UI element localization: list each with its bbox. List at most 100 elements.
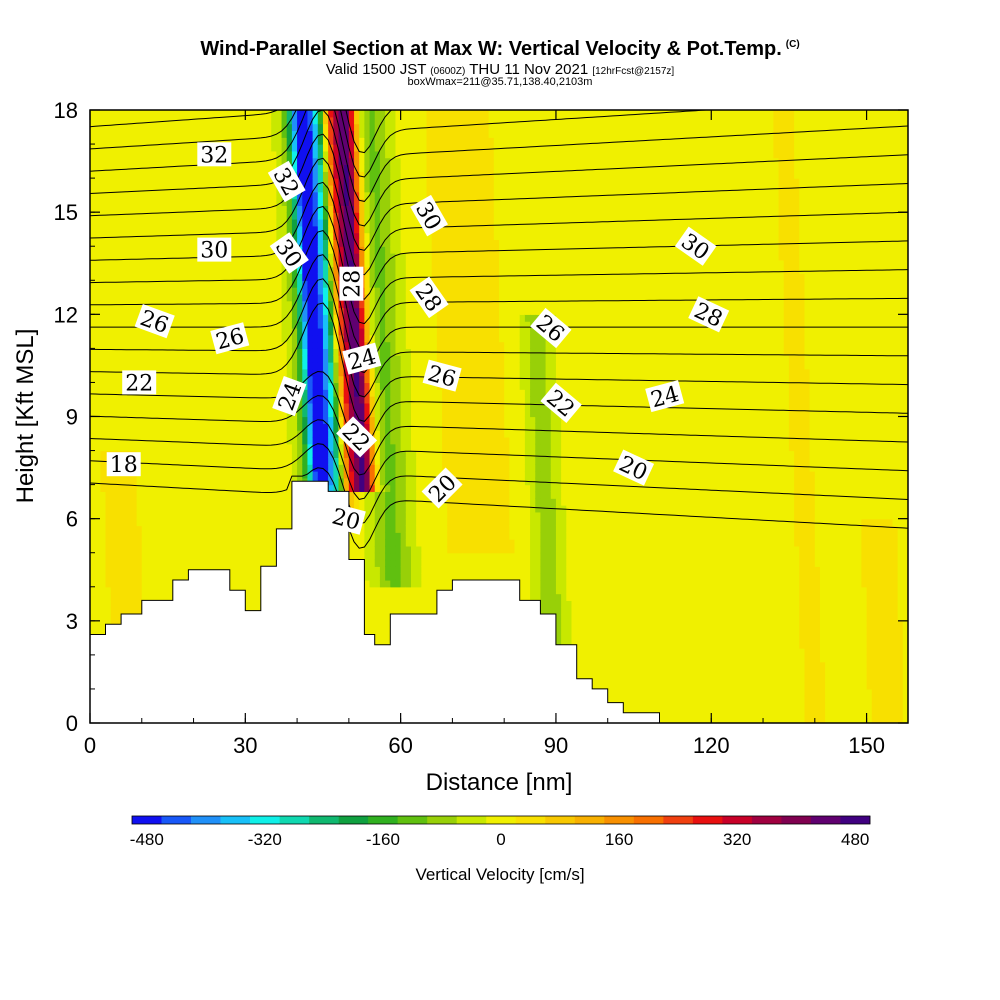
- w-cell: [234, 198, 241, 206]
- w-cell: [172, 110, 179, 118]
- w-cell: [209, 409, 215, 418]
- w-cell: [198, 559, 205, 567]
- w-cell: [240, 293, 246, 302]
- w-cell: [322, 396, 329, 404]
- w-cell: [136, 130, 143, 138]
- w-cell: [146, 130, 153, 138]
- w-cell: [146, 246, 153, 254]
- w-cell: [90, 144, 96, 152]
- w-cell: [328, 464, 334, 472]
- w-cell: [250, 464, 257, 472]
- w-cell: [126, 280, 133, 288]
- w-cell: [240, 232, 246, 241]
- w-cell: [229, 205, 236, 213]
- w-cell: [105, 314, 112, 322]
- w-cell: [105, 600, 112, 608]
- w-cell: [167, 266, 174, 275]
- w-cell: [245, 505, 252, 513]
- w-cell: [338, 464, 345, 472]
- w-cell: [317, 232, 324, 241]
- w-cell: [317, 321, 324, 329]
- w-cell: [121, 436, 127, 445]
- w-cell: [364, 573, 371, 581]
- w-cell: [219, 552, 226, 561]
- w-cell: [266, 491, 272, 499]
- w-cell: [245, 280, 252, 288]
- w-cell: [234, 246, 241, 254]
- w-cell: [198, 355, 205, 363]
- w-cell: [338, 362, 345, 370]
- w-cell: [250, 539, 257, 547]
- w-cell: [95, 368, 101, 377]
- w-cell: [333, 280, 340, 288]
- w-cell: [250, 457, 257, 465]
- w-cell: [260, 362, 267, 370]
- w-cell: [276, 300, 283, 309]
- w-cell: [219, 293, 226, 302]
- w-cell: [281, 280, 288, 288]
- w-cell: [167, 566, 174, 574]
- w-cell: [219, 375, 226, 384]
- w-cell: [219, 164, 226, 172]
- w-cell: [302, 402, 309, 411]
- w-cell: [255, 464, 262, 472]
- w-cell: [90, 586, 96, 595]
- w-cell: [172, 334, 179, 343]
- w-cell: [100, 525, 107, 533]
- w-cell: [271, 191, 277, 200]
- w-cell: [131, 484, 138, 493]
- w-cell: [328, 470, 334, 479]
- w-cell: [266, 287, 272, 295]
- w-cell: [317, 137, 324, 145]
- w-cell: [100, 205, 107, 213]
- w-cell: [255, 423, 262, 431]
- w-cell: [354, 334, 360, 343]
- w-cell: [354, 491, 360, 499]
- w-cell: [291, 164, 298, 172]
- w-cell: [162, 110, 169, 118]
- w-cell: [157, 116, 164, 125]
- w-cell: [121, 321, 127, 329]
- w-cell: [297, 355, 303, 363]
- w-cell: [157, 389, 164, 397]
- w-cell: [209, 212, 215, 220]
- w-cell: [297, 130, 303, 138]
- w-cell: [198, 470, 205, 479]
- w-cell: [110, 614, 117, 622]
- w-cell: [359, 409, 365, 418]
- w-cell: [317, 362, 324, 370]
- w-cell: [188, 491, 195, 499]
- w-cell: [115, 375, 122, 384]
- w-cell: [348, 212, 355, 220]
- w-cell: [183, 341, 189, 349]
- w-cell: [312, 116, 319, 125]
- w-cell: [110, 341, 117, 349]
- w-cell: [343, 321, 350, 329]
- w-cell: [234, 225, 241, 234]
- w-cell: [90, 382, 96, 390]
- w-cell: [141, 545, 148, 554]
- w-cell: [167, 157, 174, 166]
- w-cell: [110, 525, 117, 533]
- w-cell: [178, 559, 184, 567]
- w-cell: [229, 293, 236, 302]
- w-cell: [297, 436, 303, 445]
- w-cell: [234, 396, 241, 404]
- w-cell: [141, 130, 148, 138]
- w-cell: [100, 178, 107, 186]
- w-cell: [338, 239, 345, 247]
- w-cell: [115, 150, 122, 159]
- w-cell: [146, 545, 153, 554]
- w-cell: [333, 470, 340, 479]
- w-cell: [105, 137, 112, 145]
- w-cell: [369, 450, 376, 458]
- w-cell: [141, 573, 148, 581]
- w-cell: [286, 443, 293, 452]
- w-cell: [126, 212, 133, 220]
- w-cell: [364, 477, 371, 486]
- w-cell: [183, 348, 189, 356]
- w-cell: [152, 402, 158, 411]
- w-cell: [364, 464, 371, 472]
- w-cell: [188, 436, 195, 445]
- w-cell: [250, 341, 257, 349]
